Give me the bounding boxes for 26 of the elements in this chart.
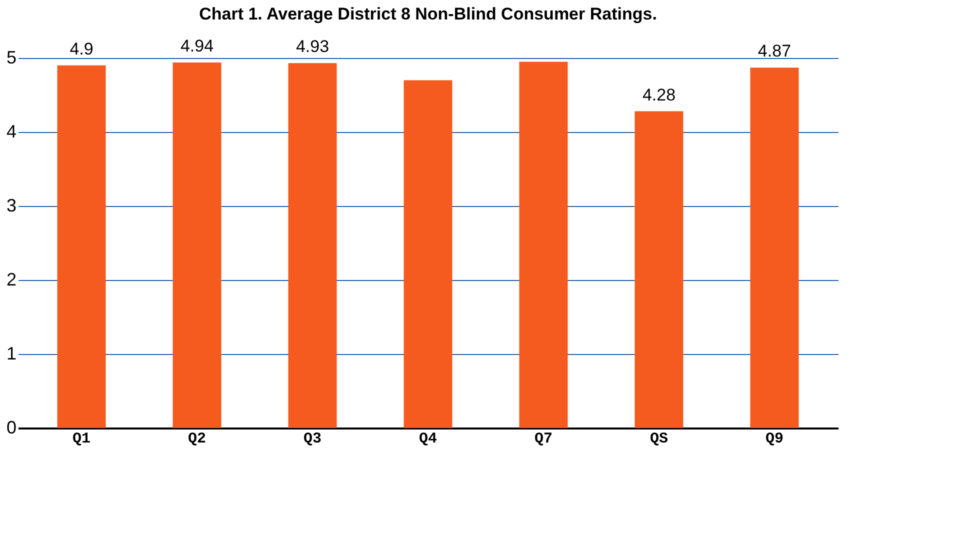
chart-title: Chart 1. Average District 8 Non-Blind Consumer Ratings. <box>199 4 657 24</box>
bar <box>404 80 452 428</box>
y-tick-label: 2 <box>6 270 16 290</box>
x-tick-label: Q9 <box>765 430 784 448</box>
y-tick-label: 3 <box>6 196 16 216</box>
bar <box>172 62 222 428</box>
bar <box>750 68 799 428</box>
y-tick-label: 0 <box>6 418 16 438</box>
y-tick-label: 4 <box>6 122 16 142</box>
x-tick-label: Q3 <box>304 430 322 448</box>
bar <box>288 63 337 428</box>
y-tick-label: 5 <box>6 48 16 68</box>
bar <box>634 111 684 428</box>
bar <box>519 62 568 428</box>
x-tick-label: Q4 <box>418 430 438 448</box>
x-tick-label: Q2 <box>188 430 206 448</box>
data-label: 4.94 <box>180 36 214 56</box>
x-tick-label: Q7 <box>534 430 552 448</box>
y-tick-label: 1 <box>6 344 16 364</box>
data-label: 4.28 <box>642 85 676 104</box>
x-tick-label: Q1 <box>72 430 91 448</box>
bar <box>57 65 106 428</box>
data-label: 4.93 <box>296 37 330 56</box>
data-label: 4.87 <box>758 42 792 61</box>
data-label: 4.9 <box>70 39 94 58</box>
x-tick-label: QS <box>650 430 668 448</box>
